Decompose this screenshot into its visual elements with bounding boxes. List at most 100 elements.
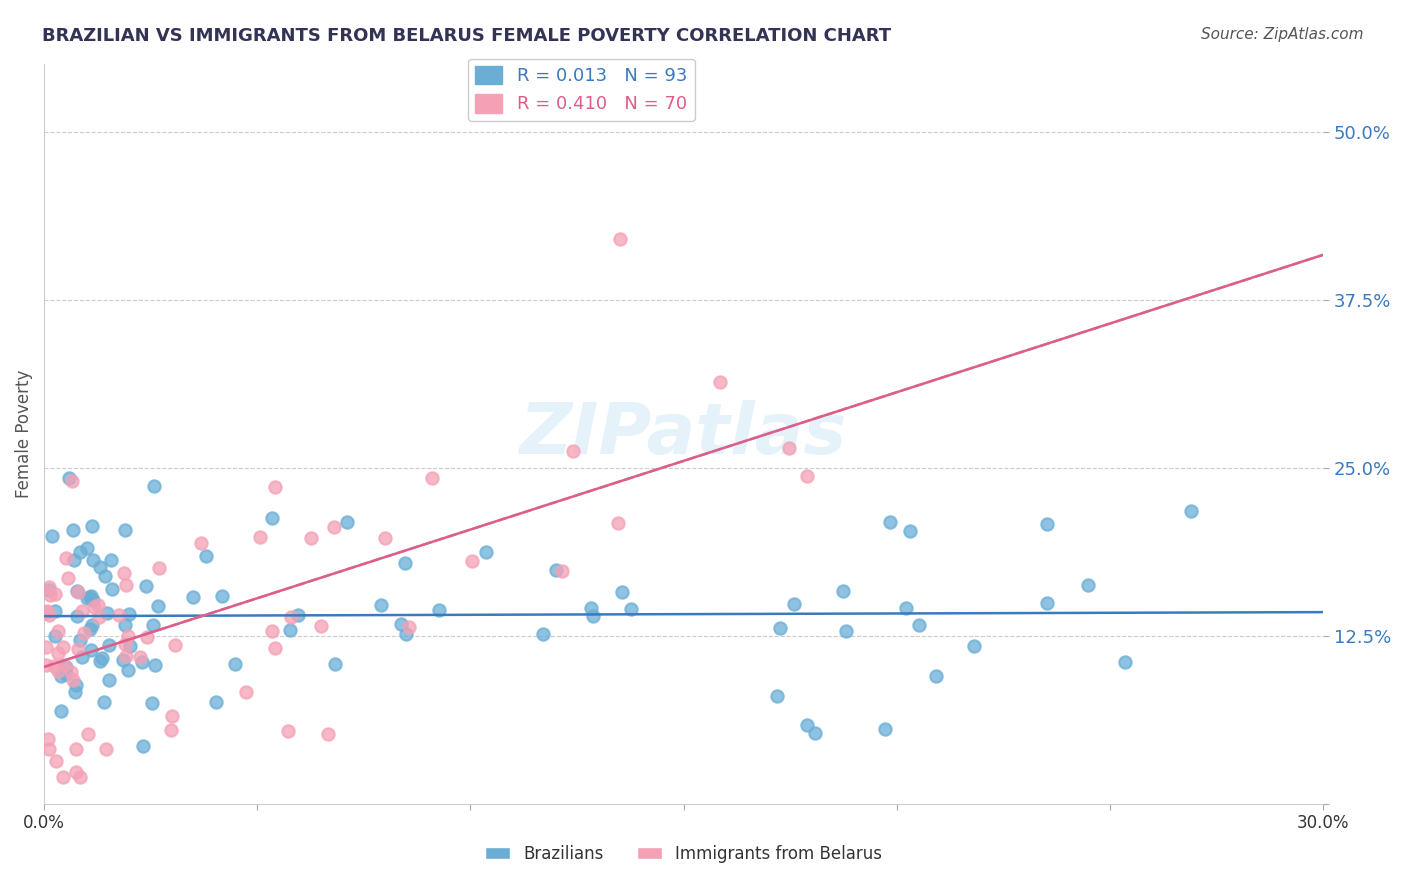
Point xyxy=(190,536,212,550)
Point xyxy=(235,685,257,699)
Point xyxy=(35,658,58,673)
Text: Source: ZipAtlas.com: Source: ZipAtlas.com xyxy=(1201,27,1364,42)
Point xyxy=(145,658,167,673)
Point xyxy=(606,516,628,531)
Point xyxy=(278,623,301,637)
Point xyxy=(896,601,918,615)
Point xyxy=(89,559,111,574)
Point xyxy=(56,571,79,585)
Point xyxy=(55,551,77,566)
Point xyxy=(1036,596,1059,610)
Point xyxy=(325,657,347,672)
Point xyxy=(118,639,141,653)
Point xyxy=(135,630,157,644)
Point xyxy=(82,592,104,607)
Point xyxy=(143,479,166,493)
Point xyxy=(94,741,117,756)
Point xyxy=(1036,517,1059,532)
Point xyxy=(93,695,115,709)
Point xyxy=(370,598,392,612)
Point xyxy=(69,545,91,559)
Point xyxy=(142,617,165,632)
Point xyxy=(398,620,420,634)
Point xyxy=(394,556,416,570)
Point xyxy=(796,468,818,483)
Point xyxy=(620,602,643,616)
Point xyxy=(420,470,443,484)
Point xyxy=(72,650,94,665)
Point xyxy=(1114,655,1136,669)
Point xyxy=(35,604,58,618)
Point xyxy=(66,609,89,624)
Point xyxy=(148,599,170,613)
Point xyxy=(962,639,984,653)
Point xyxy=(783,597,806,611)
Point xyxy=(79,622,101,636)
Point xyxy=(395,627,418,641)
Point xyxy=(62,553,84,567)
Point xyxy=(160,723,183,737)
Point xyxy=(91,651,114,665)
Point xyxy=(44,629,66,643)
Point xyxy=(46,646,69,660)
Point xyxy=(55,660,77,674)
Point xyxy=(336,516,359,530)
Point xyxy=(1077,578,1099,592)
Point xyxy=(204,695,226,709)
Point xyxy=(35,605,58,619)
Point xyxy=(804,726,827,740)
Point xyxy=(162,709,184,723)
Point xyxy=(76,591,98,606)
Point xyxy=(65,764,87,779)
Point xyxy=(117,663,139,677)
Point xyxy=(609,232,631,246)
Point xyxy=(63,685,86,699)
Point xyxy=(531,626,554,640)
Point xyxy=(907,617,929,632)
Point xyxy=(461,554,484,568)
Point xyxy=(551,564,574,578)
Point xyxy=(309,619,332,633)
Point xyxy=(82,519,104,533)
Point xyxy=(45,755,67,769)
Point xyxy=(38,580,60,594)
Point xyxy=(766,689,789,703)
Point xyxy=(65,678,87,692)
Point xyxy=(58,471,80,485)
Point xyxy=(52,658,75,673)
Point xyxy=(97,638,120,652)
Point xyxy=(546,563,568,577)
Point xyxy=(264,480,287,494)
Point xyxy=(66,642,89,657)
Point xyxy=(83,599,105,614)
Point xyxy=(374,532,396,546)
Point xyxy=(778,441,800,455)
Point xyxy=(80,617,103,632)
Point xyxy=(277,724,299,739)
Point xyxy=(62,523,84,537)
Point xyxy=(51,704,73,718)
Point xyxy=(60,665,83,679)
Point xyxy=(118,607,141,621)
Point xyxy=(79,591,101,605)
Point xyxy=(194,549,217,563)
Point xyxy=(115,578,138,592)
Point xyxy=(316,727,339,741)
Point xyxy=(262,511,284,525)
Point xyxy=(46,624,69,638)
Legend: R = 0.013   N = 93, R = 0.410   N = 70: R = 0.013 N = 93, R = 0.410 N = 70 xyxy=(468,59,695,120)
Point xyxy=(429,602,451,616)
Point xyxy=(73,626,96,640)
Point xyxy=(108,607,131,622)
Point xyxy=(38,583,60,598)
Point xyxy=(249,530,271,544)
Point xyxy=(49,669,72,683)
Point xyxy=(66,584,89,599)
Point xyxy=(117,629,139,643)
Point xyxy=(768,622,790,636)
Point xyxy=(898,524,921,538)
Point xyxy=(44,603,66,617)
Point xyxy=(94,569,117,583)
Point xyxy=(114,637,136,651)
Point xyxy=(44,587,66,601)
